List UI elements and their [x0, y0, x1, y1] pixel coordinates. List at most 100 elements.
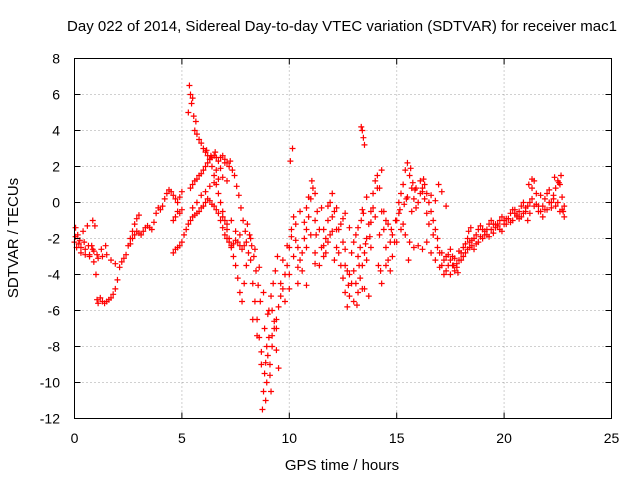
data-point: [548, 204, 555, 211]
data-point: [279, 285, 286, 292]
data-point: [313, 231, 320, 238]
data-point: [367, 219, 374, 226]
data-point: [400, 221, 407, 228]
data-point: [94, 251, 101, 258]
data-point: [259, 406, 266, 413]
data-point: [541, 206, 548, 213]
data-point: [367, 208, 374, 215]
x-tick-label: 0: [71, 430, 79, 446]
data-point: [82, 251, 89, 258]
data-point: [102, 242, 109, 249]
data-point: [206, 197, 213, 204]
data-point: [77, 244, 84, 251]
data-point: [290, 253, 297, 260]
data-point: [206, 183, 213, 190]
data-point: [423, 210, 430, 217]
data-point: [131, 221, 138, 228]
data-point: [297, 208, 304, 215]
data-point: [462, 249, 469, 256]
data-point: [189, 95, 196, 102]
data-point: [221, 231, 228, 238]
data-point: [539, 203, 546, 210]
data-point: [464, 235, 471, 242]
data-point: [529, 176, 536, 183]
data-point: [187, 217, 194, 224]
data-point: [208, 163, 215, 170]
data-point: [393, 239, 400, 246]
data-point: [273, 347, 280, 354]
data-point: [268, 388, 275, 395]
data-point: [183, 226, 190, 233]
data-point: [405, 257, 412, 264]
data-point: [417, 177, 424, 184]
data-point: [85, 242, 92, 249]
data-point: [421, 181, 428, 188]
data-point: [200, 203, 207, 210]
data-point: [520, 210, 527, 217]
data-point: [89, 246, 96, 253]
data-point: [516, 208, 523, 215]
data-point: [324, 239, 331, 246]
data-point: [90, 258, 97, 265]
data-point: [356, 262, 363, 269]
data-point: [242, 228, 249, 235]
data-point: [206, 156, 213, 163]
data-point: [486, 233, 493, 240]
data-point: [178, 206, 185, 213]
data-point: [211, 179, 218, 186]
data-point: [240, 217, 247, 224]
data-point: [219, 174, 226, 181]
tick-labels-layer: 0 5 10 15 20 25 -12 -10 -8 -6 -4 -2 0 2 4 6 8: [40, 51, 620, 447]
data-point: [235, 192, 242, 199]
data-point: [380, 226, 387, 233]
data-point: [198, 192, 205, 199]
x-tick-label: 20: [496, 430, 512, 446]
data-point: [272, 267, 279, 274]
y-tick-label: -8: [48, 339, 61, 355]
data-point: [498, 213, 505, 220]
data-point: [535, 208, 542, 215]
data-point: [266, 372, 273, 379]
data-point: [97, 294, 104, 301]
data-point: [89, 217, 96, 224]
data-point: [342, 246, 349, 253]
data-point: [447, 246, 454, 253]
y-axis-label: SDTVAR / TECUs: [5, 178, 22, 298]
data-point: [176, 210, 183, 217]
data-point: [260, 388, 267, 395]
data-point: [432, 257, 439, 264]
data-point: [294, 264, 301, 271]
data-point: [387, 267, 394, 274]
data-point: [258, 361, 265, 368]
data-point: [375, 262, 382, 269]
data-point: [329, 228, 336, 235]
data-point: [552, 185, 559, 192]
data-point: [224, 221, 231, 228]
data-point: [219, 213, 226, 220]
data-point: [249, 316, 256, 323]
data-point: [140, 228, 147, 235]
data-point: [340, 239, 346, 246]
data-point: [555, 179, 562, 186]
data-point: [333, 244, 340, 251]
data-point: [411, 186, 418, 193]
data-point: [239, 246, 246, 253]
data-point: [516, 215, 523, 222]
data-point: [548, 199, 555, 206]
data-point: [239, 298, 246, 305]
data-point: [430, 231, 437, 238]
data-point: [465, 228, 472, 235]
data-point: [352, 231, 359, 238]
data-point: [358, 123, 365, 130]
data-point: [148, 226, 155, 233]
data-point: [312, 190, 319, 197]
data-point: [406, 172, 413, 179]
data-point: [438, 249, 445, 256]
data-point: [501, 221, 508, 228]
data-point: [94, 296, 101, 303]
data-point: [380, 208, 387, 215]
data-point: [378, 280, 385, 287]
data-point: [157, 206, 164, 213]
data-point: [275, 303, 282, 310]
x-tick-label: 25: [604, 430, 620, 446]
